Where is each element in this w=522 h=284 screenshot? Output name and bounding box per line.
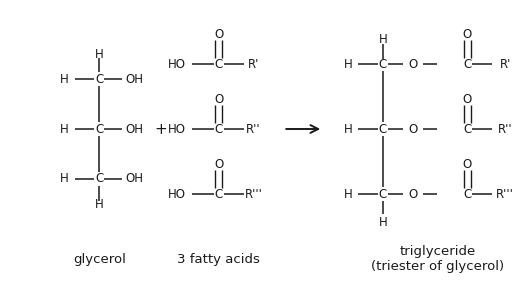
Text: O: O [214,28,223,41]
Text: R': R' [500,57,511,70]
Text: HO: HO [168,187,186,201]
Text: OH: OH [125,172,143,185]
Text: H: H [343,57,352,70]
Text: C: C [463,122,471,135]
Text: C: C [378,122,387,135]
Text: C: C [96,72,103,85]
Text: C: C [96,122,103,135]
Text: C: C [215,57,223,70]
Text: H: H [60,72,69,85]
Text: C: C [463,187,471,201]
Text: C: C [378,187,387,201]
Text: O: O [214,158,223,170]
Text: R''': R''' [496,187,514,201]
Text: C: C [96,172,103,185]
Text: C: C [215,122,223,135]
Text: C: C [215,187,223,201]
Text: H: H [95,197,104,210]
Text: R': R' [248,57,259,70]
Text: H: H [95,47,104,60]
Text: OH: OH [125,122,143,135]
Text: O: O [408,187,417,201]
Text: H: H [343,187,352,201]
Text: R''': R''' [245,187,263,201]
Text: glycerol: glycerol [73,252,126,266]
Text: O: O [214,93,223,105]
Text: C: C [378,57,387,70]
Text: O: O [462,158,472,170]
Text: triglyceride
(triester of glycerol): triglyceride (triester of glycerol) [371,245,504,273]
Text: H: H [343,122,352,135]
Text: 3 fatty acids: 3 fatty acids [177,252,260,266]
Text: +: + [155,122,168,137]
Text: O: O [462,28,472,41]
Text: H: H [60,172,69,185]
Text: H: H [378,32,387,45]
Text: R'': R'' [246,122,261,135]
Text: H: H [378,216,387,229]
Text: C: C [463,57,471,70]
Text: O: O [408,122,417,135]
Text: HO: HO [168,122,186,135]
Text: O: O [408,57,417,70]
Text: R'': R'' [498,122,513,135]
Text: HO: HO [168,57,186,70]
Text: O: O [462,93,472,105]
Text: H: H [60,122,69,135]
Text: OH: OH [125,72,143,85]
